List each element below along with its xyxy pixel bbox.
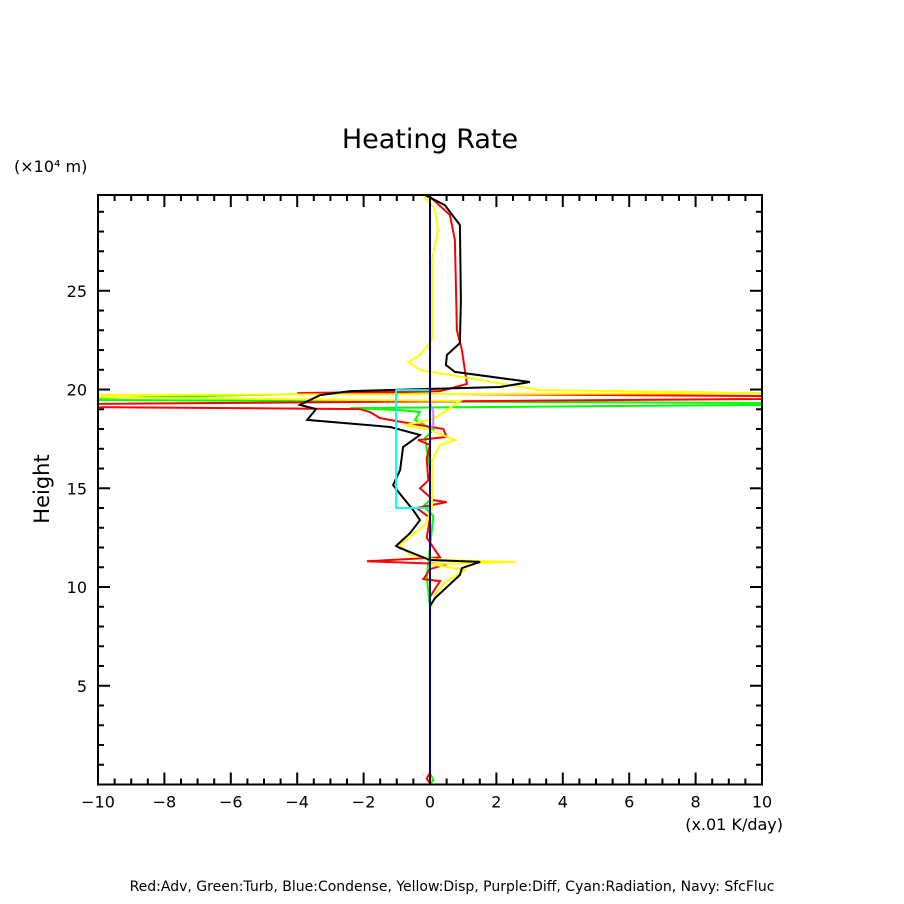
series-line-adv-total bbox=[297, 194, 531, 607]
tick-layer: −10 −8 −6 −4 −2 0 2 4 6 8 10 5 10 15 20 25 bbox=[67, 195, 772, 812]
y-tick-label: 5 bbox=[77, 677, 87, 696]
x-tick-label: 2 bbox=[491, 793, 501, 812]
x-tick-label: −2 bbox=[352, 793, 376, 812]
x-tick-label: −10 bbox=[81, 793, 115, 812]
y-tick-label: 20 bbox=[67, 381, 87, 400]
y-tick-label: 25 bbox=[67, 282, 87, 301]
y-tick-label: 10 bbox=[67, 578, 87, 597]
series-line-disp bbox=[97, 194, 763, 611]
x-tick-label: 6 bbox=[624, 793, 634, 812]
x-tick-label: 0 bbox=[425, 793, 435, 812]
x-unit-label: (x.01 K/day) bbox=[685, 815, 783, 834]
legend-text: Red:Adv, Green:Turb, Blue:Condense, Yell… bbox=[130, 879, 775, 895]
x-tick-label: 10 bbox=[752, 793, 772, 812]
y-axis-label: Height bbox=[30, 454, 54, 523]
x-tick-label: 8 bbox=[691, 793, 701, 812]
series-line-adv bbox=[97, 194, 763, 785]
y-tick-label: 15 bbox=[67, 479, 87, 498]
x-tick-label: −8 bbox=[153, 793, 177, 812]
x-tick-label: 4 bbox=[558, 793, 568, 812]
series-line-radiation bbox=[395, 389, 430, 509]
chart-title: Heating Rate bbox=[342, 124, 518, 155]
x-tick-label: −4 bbox=[285, 793, 309, 812]
y-unit-label: (×10⁴ m) bbox=[14, 157, 87, 176]
series-line-diff bbox=[429, 402, 435, 430]
x-tick-label: −6 bbox=[219, 793, 243, 812]
series-layer bbox=[97, 194, 763, 785]
